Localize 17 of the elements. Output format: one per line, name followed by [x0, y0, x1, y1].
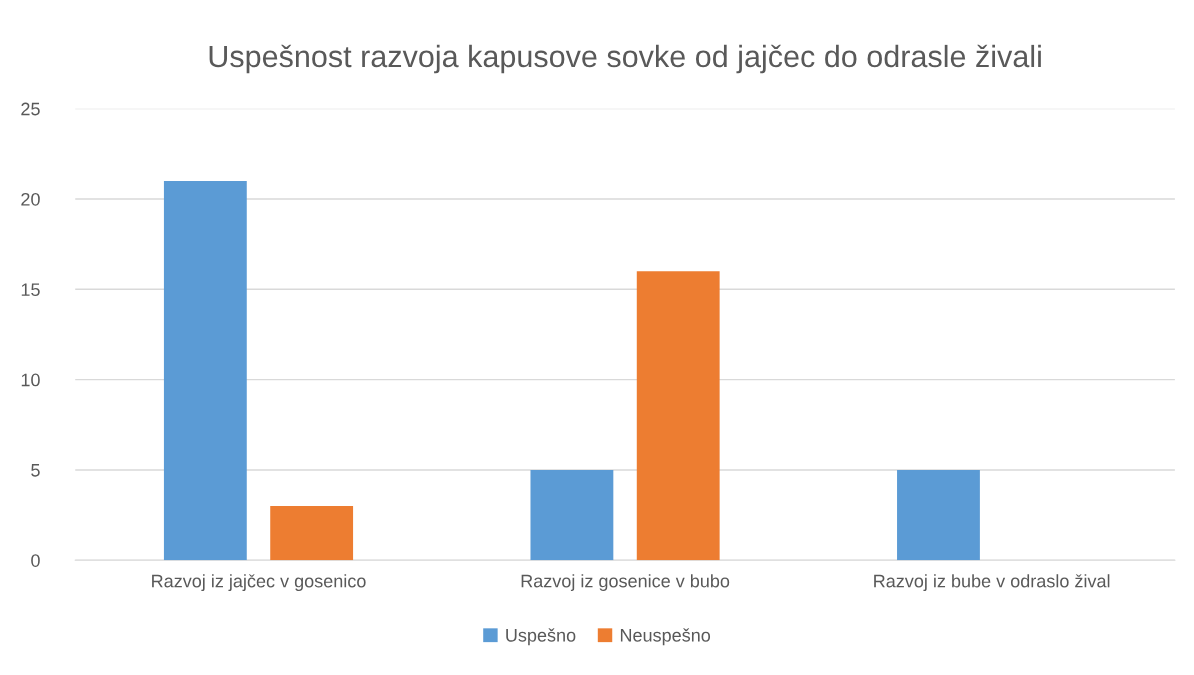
y-tick-label: 20 [21, 192, 40, 206]
legend-label: Neuspešno [620, 628, 711, 646]
y-tick-label: 15 [21, 283, 40, 297]
x-tick-label: Razvoj iz gosenice v bubo [521, 574, 730, 591]
legend-label: Uspešno [506, 628, 576, 646]
bar [636, 271, 720, 561]
y-tick-label: 5 [31, 464, 40, 477]
bar [163, 180, 247, 561]
bar [270, 506, 354, 561]
bar [530, 469, 614, 561]
x-tick-label: Razvoj iz jajčec v gosenico [152, 574, 366, 592]
chart-title: Uspešnost razvoja kapusove sovke od jajčec do odrasle živali [209, 44, 1041, 74]
x-tick-label: Razvoj iz bube v odraslo žival [874, 574, 1110, 592]
y-tick-label: 0 [31, 554, 40, 567]
bar [897, 469, 980, 561]
y-tick-label: 10 [21, 373, 40, 387]
y-tick-label: 25 [21, 102, 40, 116]
